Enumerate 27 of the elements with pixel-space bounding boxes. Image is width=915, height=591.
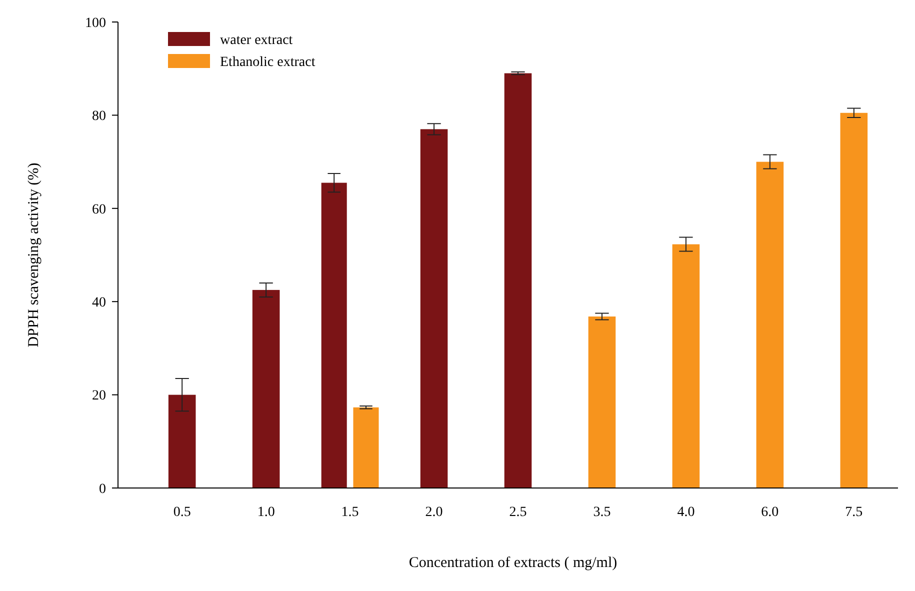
x-tick-label: 3.5 — [593, 505, 611, 520]
x-axis-title: Concentration of extracts ( mg/ml) — [408, 555, 618, 571]
x-tick-label: 7.5 — [845, 505, 863, 520]
y-tick-label: 20 — [92, 388, 106, 404]
x-tick-label: 2.5 — [509, 505, 527, 520]
bar — [840, 112, 868, 488]
x-tick-label: 1.0 — [257, 505, 275, 520]
bar — [168, 394, 196, 488]
x-tick-label: 0.5 — [173, 505, 191, 520]
y-tick-label: 80 — [92, 109, 106, 124]
bar — [672, 244, 700, 488]
y-axis-title: DPPH scavenging activity (%) — [26, 162, 42, 348]
y-tick-label: 40 — [92, 296, 106, 310]
bar — [420, 129, 448, 488]
bar — [588, 316, 616, 488]
bar — [252, 290, 280, 488]
y-tick-label: 60 — [92, 202, 106, 218]
x-tick-label: 1.5 — [341, 505, 359, 520]
bar — [756, 162, 784, 488]
legend-label: Ethanolic extract — [220, 54, 316, 70]
x-tick-label: 6.0 — [761, 505, 779, 520]
x-tick-label: 2.0 — [425, 505, 443, 520]
bar — [504, 73, 532, 488]
legend-label: water extract — [220, 32, 293, 48]
y-tick-label: 0 — [99, 482, 106, 497]
x-tick-label: 4.0 — [677, 505, 695, 520]
y-tick-label: 100 — [85, 16, 106, 31]
